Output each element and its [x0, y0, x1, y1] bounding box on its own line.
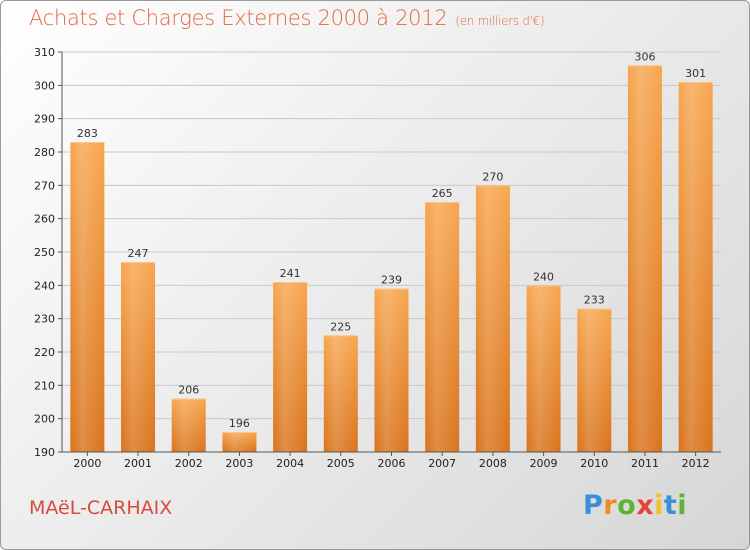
data-label: 196 — [229, 417, 250, 430]
logo-letter: o — [617, 490, 637, 521]
data-label: 270 — [482, 170, 503, 183]
data-label: 241 — [280, 267, 301, 280]
data-label: 233 — [584, 294, 605, 307]
x-tick-label: 2012 — [682, 457, 710, 470]
bar-highlight — [627, 65, 662, 452]
bar-highlight — [374, 288, 409, 452]
y-tick-label: 290 — [34, 113, 55, 126]
y-tick-label: 260 — [34, 213, 55, 226]
bar-highlight — [425, 202, 460, 452]
logo-letter: P — [583, 490, 604, 521]
x-tick-label: 2004 — [276, 457, 304, 470]
y-tick-label: 240 — [34, 279, 55, 292]
logo-letter: t — [663, 490, 678, 521]
x-tick-label: 2008 — [479, 457, 507, 470]
chart-subtitle: (en milliers d'€) — [455, 14, 545, 28]
proxiti-logo: Proxiti — [583, 490, 687, 521]
bar-highlight — [475, 185, 510, 453]
x-tick-label: 2006 — [378, 457, 406, 470]
bar-highlight — [678, 82, 713, 452]
logo-letter: i — [677, 490, 688, 521]
x-tick-label: 2010 — [580, 457, 608, 470]
data-label: 306 — [634, 50, 655, 63]
x-tick-label: 2000 — [73, 457, 101, 470]
bar-highlight — [323, 335, 358, 452]
data-label: 301 — [685, 67, 706, 80]
bar-highlight — [526, 285, 561, 452]
y-tick-label: 300 — [34, 79, 55, 92]
bar-highlight — [222, 432, 257, 452]
y-tick-label: 250 — [34, 246, 55, 259]
x-tick-label: 2003 — [225, 457, 253, 470]
chart-title: Achats et Charges Externes 2000 à 2012 (e… — [29, 6, 545, 30]
logo-letter: x — [636, 490, 655, 521]
bar-highlight — [273, 282, 308, 452]
bar-highlight — [121, 262, 156, 452]
data-label: 239 — [381, 274, 402, 287]
x-tick-label: 2009 — [530, 457, 558, 470]
y-tick-label: 310 — [34, 46, 55, 59]
x-tick-label: 2005 — [327, 457, 355, 470]
bar-highlight — [171, 398, 206, 452]
x-tick-label: 2002 — [175, 457, 203, 470]
y-tick-label: 200 — [34, 413, 55, 426]
y-tick-label: 190 — [34, 446, 55, 459]
x-tick-label: 2011 — [631, 457, 659, 470]
data-label: 225 — [330, 320, 351, 333]
bars — [70, 65, 713, 453]
bar-highlight — [70, 142, 105, 452]
data-label: 283 — [77, 127, 98, 140]
data-label: 247 — [128, 247, 149, 260]
data-labels: 283 247 206 196 241 225 239 265 270 240 233 306 301 — [77, 50, 706, 430]
logo-letter: i — [654, 490, 664, 521]
bar-highlight — [577, 308, 612, 452]
data-label: 206 — [178, 384, 199, 397]
axes: 190 200 210 220 230 240 250 260 270 280 290 300 310 2… — [34, 46, 721, 470]
x-tick-label: 2007 — [428, 457, 456, 470]
y-tick-label: 210 — [34, 379, 55, 392]
y-tick-label: 230 — [34, 313, 55, 326]
x-tick-label: 2001 — [124, 457, 152, 470]
data-label: 240 — [533, 270, 554, 283]
logo-letter: r — [603, 490, 618, 521]
y-tick-label: 270 — [34, 179, 55, 192]
data-label: 265 — [432, 187, 453, 200]
y-tick-label: 280 — [34, 146, 55, 159]
commune-name: MAëL-CARHAIX — [29, 497, 173, 519]
y-tick-label: 220 — [34, 346, 55, 359]
